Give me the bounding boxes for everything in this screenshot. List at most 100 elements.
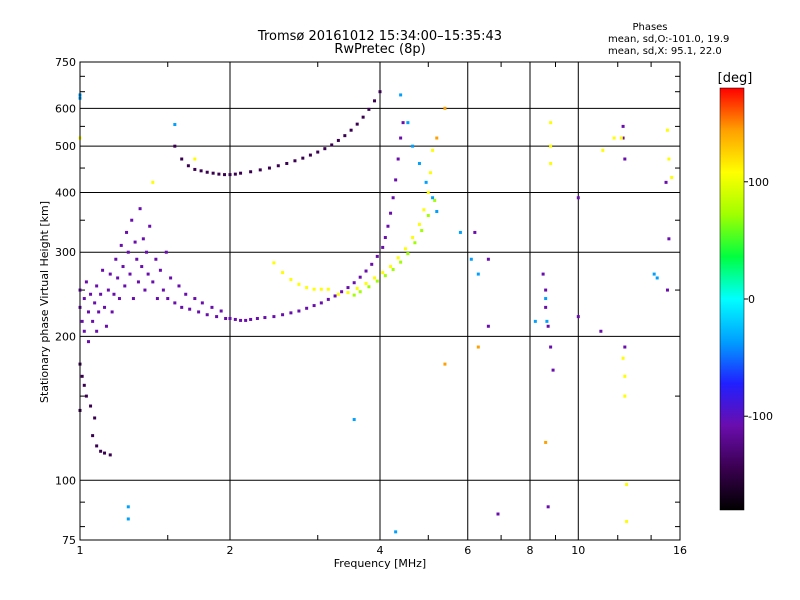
data-point xyxy=(443,362,447,366)
colorbar-scale xyxy=(719,87,745,511)
data-point xyxy=(123,284,127,288)
data-point xyxy=(621,124,625,128)
data-point xyxy=(665,128,669,132)
data-point xyxy=(180,157,184,161)
data-point xyxy=(496,512,500,516)
colorbar-tick-label: -100 xyxy=(748,410,773,423)
data-point xyxy=(80,374,84,378)
data-point xyxy=(151,180,155,184)
data-point xyxy=(330,143,334,147)
data-point xyxy=(667,157,671,161)
data-point xyxy=(544,288,548,292)
phases-stats-title: Phases xyxy=(632,22,667,33)
colorbar-unit-label: [deg] xyxy=(718,71,753,86)
data-point xyxy=(346,291,350,295)
data-point xyxy=(346,286,350,290)
data-point xyxy=(383,236,387,240)
data-point xyxy=(133,240,137,244)
data-point xyxy=(249,170,253,174)
data-point xyxy=(458,230,462,234)
data-point xyxy=(136,280,140,284)
data-point xyxy=(119,243,123,247)
data-point xyxy=(364,269,368,273)
data-point xyxy=(281,313,285,317)
data-point xyxy=(551,368,555,372)
data-point xyxy=(173,123,177,127)
data-point xyxy=(116,276,120,280)
data-point xyxy=(297,282,301,286)
y-axis-label: Stationary phase Virtual Height [km] xyxy=(38,201,51,403)
data-point xyxy=(541,272,545,276)
data-point xyxy=(281,271,285,275)
y-tick-label: 500 xyxy=(55,140,76,153)
data-point xyxy=(293,159,297,163)
data-point xyxy=(312,287,316,291)
data-point xyxy=(101,268,105,272)
data-point xyxy=(112,292,116,296)
data-point xyxy=(417,222,421,226)
data-point xyxy=(126,517,130,521)
y-tick-label: 400 xyxy=(55,186,76,199)
data-point xyxy=(103,451,107,455)
data-point xyxy=(263,316,267,320)
data-point xyxy=(576,196,580,200)
data-point xyxy=(375,254,379,258)
data-point xyxy=(82,383,86,387)
data-point xyxy=(86,340,90,344)
data-point xyxy=(110,310,114,314)
x-tick-label: 1 xyxy=(77,544,84,557)
data-point xyxy=(545,319,549,323)
data-point xyxy=(305,306,309,310)
data-point xyxy=(394,178,398,182)
data-point xyxy=(224,316,228,320)
colorbar-tick-label: 0 xyxy=(748,293,755,306)
data-point xyxy=(319,287,323,291)
data-point xyxy=(612,136,616,140)
data-point xyxy=(367,285,371,289)
data-point xyxy=(389,265,393,269)
data-point xyxy=(546,324,550,328)
data-point xyxy=(431,196,435,200)
data-point xyxy=(399,260,403,264)
data-point xyxy=(126,250,130,254)
data-point xyxy=(143,288,147,292)
data-point xyxy=(473,230,477,234)
data-point xyxy=(486,324,490,328)
data-point xyxy=(219,309,223,313)
data-point xyxy=(193,167,197,171)
data-point xyxy=(99,449,103,453)
phases-stats-o: mean, sd,O:-101.0, 19.9 xyxy=(608,34,729,45)
data-point xyxy=(323,147,327,151)
data-point xyxy=(95,329,99,333)
data-point xyxy=(228,316,232,320)
data-point xyxy=(326,287,330,291)
data-point xyxy=(623,374,627,378)
data-point xyxy=(621,136,625,140)
data-point xyxy=(126,505,130,509)
data-point xyxy=(128,272,132,276)
data-point xyxy=(312,304,316,308)
data-point xyxy=(406,252,410,256)
data-point xyxy=(333,294,337,298)
data-point xyxy=(140,265,144,269)
data-point xyxy=(406,121,410,125)
data-point xyxy=(655,276,659,280)
data-point xyxy=(197,310,201,314)
x-tick-label: 4 xyxy=(377,544,384,557)
data-point xyxy=(103,305,107,309)
data-point xyxy=(381,271,385,275)
x-tick-label: 16 xyxy=(673,544,687,557)
data-point xyxy=(396,256,400,260)
data-point xyxy=(401,121,405,125)
data-point xyxy=(117,297,121,301)
data-point xyxy=(352,418,356,422)
data-point xyxy=(370,262,374,266)
data-point xyxy=(544,440,548,444)
data-point xyxy=(146,272,150,276)
data-point xyxy=(391,268,395,272)
data-point xyxy=(326,297,330,301)
data-point xyxy=(664,180,668,184)
x-tick-label: 6 xyxy=(464,544,471,557)
data-point xyxy=(148,224,152,228)
data-point xyxy=(549,121,553,125)
